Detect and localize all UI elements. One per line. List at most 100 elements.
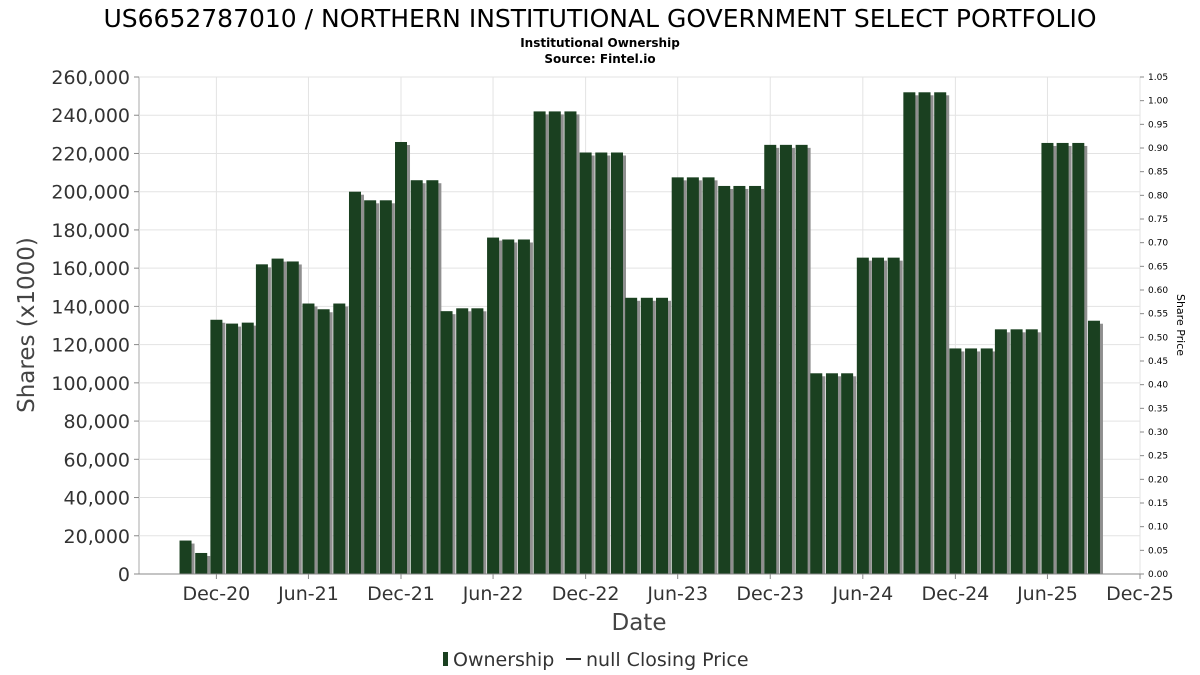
y-tick-label: 60,000	[64, 449, 130, 471]
bar-2024-09-01	[903, 92, 919, 575]
bar-2021-01-01	[226, 323, 242, 574]
bar	[255, 264, 268, 574]
x-tick-label: Jun-22	[462, 583, 524, 605]
y2-tick-label: 0.70	[1148, 239, 1168, 249]
bar	[579, 152, 592, 574]
bar	[1041, 142, 1054, 575]
bar-2022-08-01	[517, 239, 533, 574]
bar-2025-08-01	[1072, 142, 1088, 575]
x-tick-label: Jun-21	[277, 583, 339, 605]
bar-2020-10-01	[179, 540, 195, 574]
bar	[702, 177, 715, 574]
y2-tick-label: 0.40	[1148, 381, 1168, 391]
bar-2021-10-01	[364, 200, 380, 574]
bar	[994, 329, 1007, 574]
legend: Ownership null Closing Price	[443, 649, 749, 671]
bar	[548, 111, 561, 575]
bar	[302, 303, 315, 574]
bar-2021-05-01	[286, 261, 302, 574]
y2-axis-ticks: 0.00 0.05 0.10 0.15 0.20 0.25 0.30 0.35 0.40 0.45…	[1140, 73, 1168, 580]
y-tick-label: 80,000	[64, 411, 130, 433]
y2-tick-label: 0.00	[1148, 570, 1168, 580]
y2-tick-label: 0.55	[1148, 310, 1168, 320]
bar	[1072, 142, 1085, 575]
bar-2024-06-01	[856, 257, 872, 574]
bar-2022-10-01	[548, 111, 564, 575]
bar	[965, 348, 978, 574]
y2-tick-label: 0.30	[1148, 428, 1168, 438]
bar	[379, 200, 392, 574]
bar	[226, 323, 239, 574]
bar-2021-08-01	[333, 303, 349, 574]
bar	[286, 261, 299, 574]
bar	[426, 180, 439, 574]
y-tick-label: 100,000	[51, 373, 130, 395]
bar	[764, 144, 777, 574]
y-tick-label: 0	[118, 564, 130, 586]
x-tick-label: Dec-23	[736, 583, 804, 605]
bar	[749, 185, 762, 574]
y2-tick-label: 0.05	[1148, 546, 1168, 556]
x-axis-label: Date	[612, 610, 667, 636]
y-axis-ticks: 0 20,000 40,000 60,000 80,000 100,000 120,000 1…	[51, 67, 139, 586]
bar-2024-05-01	[841, 373, 857, 574]
bar	[671, 177, 684, 574]
bar-2024-10-01	[918, 92, 934, 575]
bar-2021-11-01	[379, 200, 395, 574]
bar	[517, 239, 530, 574]
bar-2021-02-01	[241, 322, 257, 574]
bar-2023-11-01	[749, 185, 765, 574]
bar-2025-06-01	[1041, 142, 1057, 575]
bar	[656, 297, 669, 574]
bar-2024-07-01	[871, 257, 887, 574]
chart-title: US6652787010 / NORTHERN INSTITUTIONAL GO…	[103, 4, 1096, 33]
bar	[686, 177, 699, 574]
x-axis-ticks: Dec-20 Jun-21 Dec-21 Jun-22 Dec-22 Jun-23 Dec-…	[139, 573, 1174, 605]
bar	[410, 180, 423, 574]
x-tick-label: Dec-20	[182, 583, 250, 605]
bar-2025-04-01	[1010, 329, 1026, 574]
bar	[810, 373, 823, 574]
bar	[903, 92, 916, 575]
x-tick-label: Dec-22	[552, 583, 620, 605]
y2-tick-label: 0.65	[1148, 262, 1168, 272]
y-tick-label: 40,000	[64, 488, 130, 510]
legend-ownership-swatch	[443, 652, 448, 666]
bar-2022-03-01	[440, 311, 456, 574]
bar-2021-09-01	[348, 191, 364, 574]
bar-2023-05-01	[656, 297, 672, 574]
bar-2021-03-01	[255, 264, 271, 574]
bar-2020-11-01	[195, 552, 211, 574]
y2-tick-label: 0.50	[1148, 333, 1168, 343]
y2-axis-label: Share Price	[1174, 294, 1187, 356]
bar-2025-02-01	[980, 348, 996, 574]
y-tick-label: 200,000	[51, 182, 130, 204]
bar	[980, 348, 993, 574]
bar	[533, 111, 546, 575]
bar	[825, 373, 838, 574]
y2-tick-label: 0.20	[1148, 475, 1168, 485]
bar-2025-03-01	[994, 329, 1010, 574]
x-tick-label: Jun-25	[1016, 583, 1078, 605]
bar	[241, 322, 254, 574]
bar	[1010, 329, 1023, 574]
y2-tick-label: 0.80	[1148, 191, 1168, 201]
bar-2025-09-01	[1087, 320, 1103, 574]
bar	[640, 297, 653, 574]
bar-2023-12-01	[764, 144, 780, 574]
y-tick-label: 160,000	[51, 258, 130, 280]
chart-subtitle-source: Source: Fintel.io	[544, 52, 655, 66]
bar	[871, 257, 884, 574]
y2-tick-label: 0.90	[1148, 144, 1168, 154]
bar-2024-08-01	[887, 257, 903, 574]
bar	[333, 303, 346, 574]
bar	[456, 308, 469, 574]
bar-2021-07-01	[317, 309, 333, 574]
bar	[440, 311, 453, 574]
bar-2022-06-01	[487, 237, 503, 575]
bar	[610, 152, 623, 574]
bar	[918, 92, 931, 575]
bar	[179, 540, 192, 574]
bar-2022-04-01	[456, 308, 472, 574]
